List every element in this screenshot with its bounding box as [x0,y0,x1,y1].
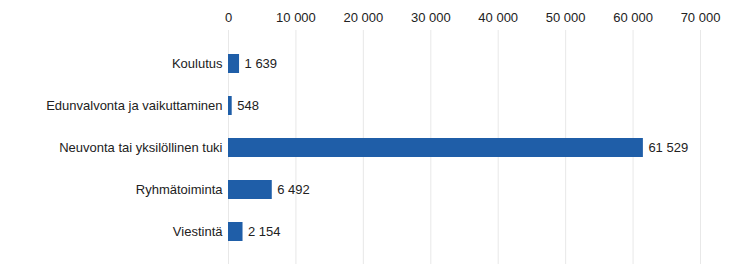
svg-text:30 000: 30 000 [411,10,451,25]
svg-text:60 000: 60 000 [613,10,653,25]
svg-text:Ryhmätoiminta: Ryhmätoiminta [136,182,223,197]
svg-text:2 154: 2 154 [248,224,281,239]
svg-text:0: 0 [225,10,232,25]
svg-text:Viestintä: Viestintä [173,224,223,239]
svg-text:1 639: 1 639 [245,56,278,71]
svg-text:6 492: 6 492 [277,182,310,197]
svg-text:10 000: 10 000 [276,10,316,25]
svg-text:40 000: 40 000 [478,10,518,25]
svg-text:548: 548 [237,98,259,113]
svg-text:50 000: 50 000 [546,10,586,25]
svg-text:Neuvonta tai yksilöllinen tuki: Neuvonta tai yksilöllinen tuki [59,140,222,155]
svg-text:Edunvalvonta ja vaikuttaminen: Edunvalvonta ja vaikuttaminen [46,98,222,113]
svg-text:61 529: 61 529 [648,140,688,155]
svg-text:70 000: 70 000 [681,10,721,25]
svg-text:Koulutus: Koulutus [172,56,223,71]
svg-text:20 000: 20 000 [343,10,383,25]
